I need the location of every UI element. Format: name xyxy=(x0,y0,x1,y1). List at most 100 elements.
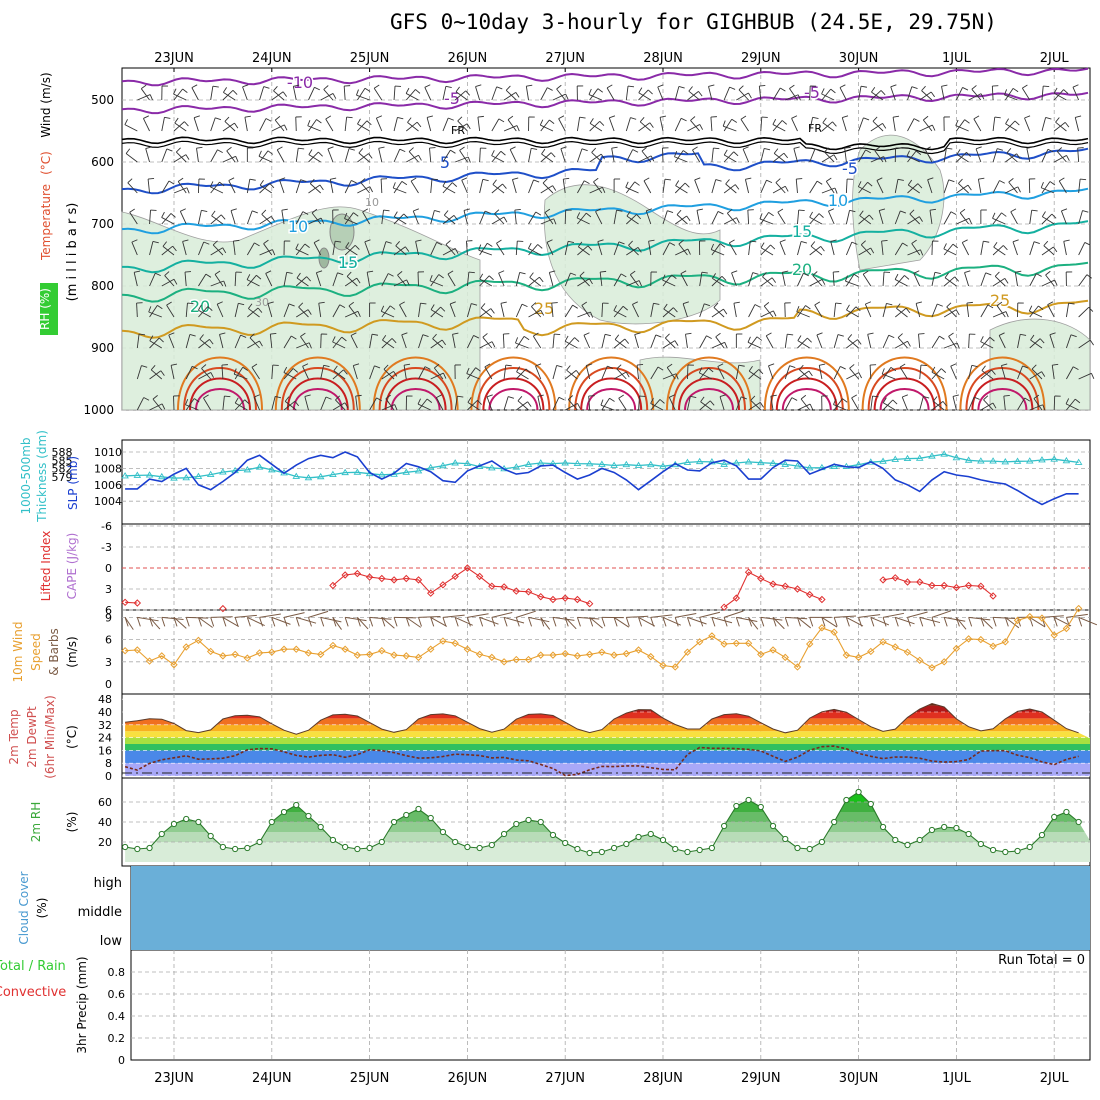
upper-rh-label: RH (%) xyxy=(38,288,52,330)
upper-wind-barb xyxy=(486,396,493,411)
rh-band xyxy=(125,792,1090,802)
upper-wind-barb xyxy=(479,210,486,225)
upper-wind-barb-flag xyxy=(436,394,442,399)
upper-wind-barb-flag xyxy=(867,332,874,335)
upper-wind-barb-flag xyxy=(259,179,264,186)
upper-wind-barb xyxy=(491,86,498,101)
upper-wind-barb xyxy=(356,88,366,101)
wind-barb xyxy=(296,616,317,624)
upper-wind-barb-flag xyxy=(713,302,719,308)
slp-tick-label: 1008 xyxy=(94,462,122,475)
upper-wind-barb-flag xyxy=(839,84,846,88)
rh2m-point xyxy=(146,844,153,852)
upper-wind-barb-flag xyxy=(420,302,427,305)
upper-wind-barb-flag xyxy=(773,148,779,154)
thickness-point xyxy=(659,462,667,469)
wind-barb xyxy=(760,616,783,621)
upper-wind-barb-flag xyxy=(665,333,670,339)
upper-wind-barb xyxy=(906,155,920,163)
upper-wind-barb xyxy=(491,155,505,163)
upper-wind-barb xyxy=(980,241,984,256)
upper-wind-barb xyxy=(532,335,542,349)
upper-wind-barb xyxy=(862,274,872,287)
upper-wind-barb xyxy=(950,366,957,380)
rh2m-point xyxy=(684,848,691,856)
upper-wind-barb-flag xyxy=(455,86,460,93)
upper-wind-barb xyxy=(589,153,602,163)
upper-wind-barb xyxy=(968,93,982,101)
upper-wind-barb xyxy=(454,396,458,411)
rh2m-point xyxy=(354,845,361,853)
thickness-point xyxy=(451,459,459,466)
upper-wind-barb xyxy=(944,342,958,349)
wind-speed-point xyxy=(1001,638,1010,646)
upper-wind-barb xyxy=(1031,368,1043,380)
upper-wind-barb-flag xyxy=(368,153,373,159)
upper-wind-barb-flag xyxy=(669,242,676,246)
rh-tick-label: 20 xyxy=(98,836,112,849)
upper-wind-barb-flag xyxy=(989,336,995,342)
upper-wind-barb xyxy=(540,119,550,132)
upper-wind-barb xyxy=(528,179,534,194)
upper-wind-barb-flag xyxy=(740,396,747,400)
upper-wind-barb xyxy=(161,117,165,132)
upper-wind-barb xyxy=(894,242,903,256)
upper-wind-barb xyxy=(373,88,383,101)
upper-wind-barb xyxy=(678,243,688,256)
upper-wind-barb xyxy=(797,305,806,318)
wind-barb xyxy=(271,616,291,625)
upper-wind-barb xyxy=(466,335,474,349)
wind-barb-flag xyxy=(369,617,374,627)
upper-wind-barb xyxy=(564,272,571,287)
upper-wind-barb-flag xyxy=(491,150,495,156)
upper-wind-barb xyxy=(1041,279,1055,287)
upper-wind-barb-flag xyxy=(201,364,207,369)
upper-wind-barb xyxy=(344,148,350,163)
upper-wind-barb xyxy=(809,148,816,163)
upper-wind-barb-flag xyxy=(897,178,904,181)
upper-wind-barb-flag xyxy=(842,115,849,119)
upper-wind-barb xyxy=(284,401,297,411)
upper-wind-barb xyxy=(711,308,724,318)
wind-barb-flag xyxy=(858,617,863,627)
upper-wind-barb xyxy=(724,154,737,163)
upper-wind-barb-flag xyxy=(1004,89,1008,96)
upper-wind-barb-flag xyxy=(729,86,736,90)
rh2m-point xyxy=(488,841,495,849)
wind-barb xyxy=(137,616,159,622)
rh2m-point xyxy=(305,812,312,820)
rh2m-unit-label: (%) xyxy=(65,812,79,833)
upper-wind-barb-flag xyxy=(1072,366,1079,371)
lifted-index-point xyxy=(744,568,753,576)
surface-temp-bump xyxy=(769,367,844,411)
precip-tick-label: 0.8 xyxy=(108,966,126,979)
upper-wind-barb xyxy=(699,335,707,349)
upper-wind-barb xyxy=(515,368,527,380)
upper-wind-barb-flag xyxy=(1088,306,1094,312)
rh2m-point xyxy=(500,830,508,838)
upper-wind-barb xyxy=(1017,334,1021,349)
lifted-index-point xyxy=(977,582,985,590)
upper-wind-barb xyxy=(393,279,407,287)
upper-wind-barb-flag xyxy=(576,212,581,219)
upper-wind-barb-flag xyxy=(143,115,150,119)
thickness-point xyxy=(170,474,178,481)
upper-wind-barb-flag xyxy=(747,336,751,343)
thickness-point xyxy=(891,455,900,462)
upper-wind-barb-flag xyxy=(591,147,597,153)
upper-wind-barb-flag xyxy=(809,403,814,410)
upper-wind-barb xyxy=(418,398,428,411)
upper-wind-barb xyxy=(847,338,859,349)
upper-wind-barb xyxy=(507,119,517,132)
upper-axis-label: (m i l l i b a r s) xyxy=(65,203,80,302)
upper-wind-barb-flag xyxy=(712,273,717,279)
upper-wind-barb xyxy=(496,243,505,256)
upper-wind-barb-flag xyxy=(985,272,992,276)
rh2m-point xyxy=(1063,808,1070,816)
surface-temp-bump xyxy=(568,356,655,411)
wind-speed-point xyxy=(243,654,252,662)
upper-wind-barb xyxy=(833,303,837,318)
wind-barb-flag xyxy=(308,617,312,627)
li-tick-label: 0 xyxy=(105,562,112,575)
wind-speed-point xyxy=(219,652,227,660)
